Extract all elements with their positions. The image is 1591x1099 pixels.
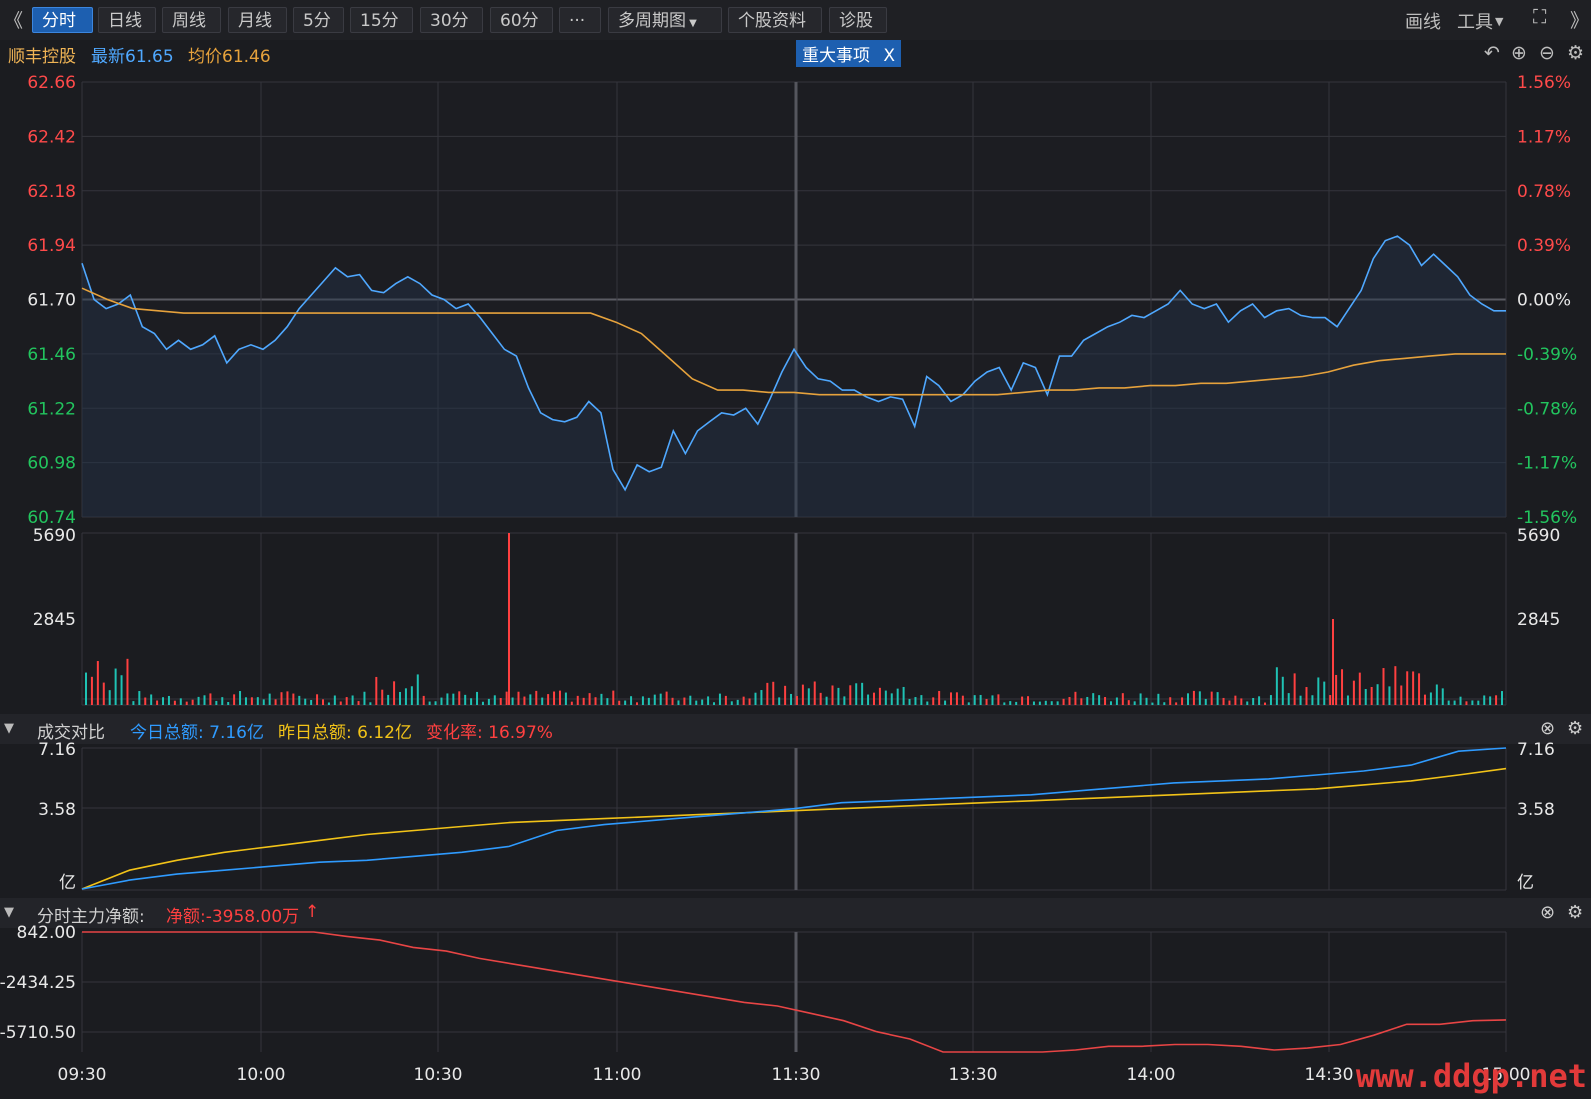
net-tick-left: -2434.25 — [0, 973, 76, 993]
tab-5[interactable]: 15分 — [350, 7, 413, 33]
tab-0[interactable]: 分时 — [32, 7, 93, 33]
time-axis-label: 11:30 — [772, 1065, 821, 1085]
tab-1[interactable]: 日线 — [98, 7, 156, 33]
tab-7[interactable]: 60分 — [490, 7, 553, 33]
compare-settings-icon[interactable]: ⚙ — [1567, 718, 1584, 739]
compare-tick-right: 7.16 — [1517, 740, 1555, 760]
compare-tick-left: 3.58 — [38, 800, 76, 820]
fullscreen-icon[interactable]: ⛶ — [1533, 6, 1547, 28]
price-tick-left: 61.46 — [27, 345, 76, 365]
time-axis-label: 14:00 — [1127, 1065, 1176, 1085]
compare-tick-right: 亿 — [1517, 873, 1534, 893]
time-axis-label: 11:00 — [593, 1065, 642, 1085]
tab-11[interactable]: 诊股 — [829, 7, 887, 33]
compare-title: 成交对比 — [37, 723, 105, 743]
net-settings-icon[interactable]: ⚙ — [1567, 902, 1584, 923]
price-tick-right: -0.39% — [1517, 345, 1577, 365]
time-axis-label: 10:00 — [237, 1065, 286, 1085]
event-tag-label: 重大事项 — [802, 46, 870, 66]
toolbar: 《 分时 日线 周线 月线 5分 15分 30分 60分 ··· 多周期图 ▼ 个股资料 诊股 画线 … — [0, 0, 1591, 41]
zoom-in-icon[interactable]: ⊕ — [1511, 42, 1527, 64]
price-tick-right: -1.17% — [1517, 454, 1577, 474]
compare-tick-left: 亿 — [59, 873, 76, 893]
watermark: www.ddgp.net — [1355, 1057, 1587, 1095]
compare-panel-header: ▼ 成交对比 今日总额: 7.16亿 昨日总额: 6.12亿 变化率: 16.9… — [0, 714, 1591, 744]
change-rate: 变化率: 16.97% — [426, 723, 553, 743]
tab-4[interactable]: 5分 — [293, 7, 344, 33]
volume-tick-right: 2845 — [1517, 610, 1560, 630]
price-tick-right: 1.17% — [1517, 127, 1571, 147]
price-tick-left: 60.98 — [27, 454, 76, 474]
net-collapse-icon[interactable]: ▼ — [4, 905, 14, 920]
yesterday-total-line — [81, 767, 1507, 890]
today-total: 今日总额: 7.16亿 — [130, 723, 264, 743]
today-total-line — [81, 747, 1507, 890]
price-tick-right: -0.78% — [1517, 399, 1577, 419]
net-amount-line — [82, 931, 1507, 1053]
time-axis-label: 13:30 — [949, 1065, 998, 1085]
tab-3[interactable]: 月线 — [228, 7, 287, 33]
price-tick-left: 62.66 — [27, 73, 76, 93]
yesterday-total: 昨日总额: 6.12亿 — [278, 723, 412, 743]
price-tick-left: 62.42 — [27, 127, 76, 147]
tab-10[interactable]: 个股资料 — [728, 7, 822, 33]
tab-8[interactable]: ··· — [559, 7, 601, 33]
price-tick-left: 61.22 — [27, 399, 76, 419]
net-close-icon[interactable]: ⊗ — [1540, 902, 1556, 923]
collapse-right-icon[interactable]: 》 — [1570, 10, 1590, 32]
price-area-fill — [82, 236, 1506, 517]
event-close-icon[interactable]: X — [883, 46, 896, 66]
net-panel-header: ▼ 分时主力净额: 净额:-3958.00万 ↑ ⊗ ⚙ — [0, 898, 1591, 928]
collapse-left-icon[interactable]: 《 — [4, 10, 24, 32]
compare-collapse-icon[interactable]: ▼ — [4, 721, 14, 736]
volume-tick-right: 5690 — [1517, 526, 1560, 546]
price-tick-right: -1.56% — [1517, 508, 1577, 528]
zoom-out-icon[interactable]: ⊖ — [1539, 42, 1555, 64]
time-axis-label: 15:00 — [1482, 1065, 1531, 1085]
net-tick-left: 842.00 — [17, 923, 76, 943]
price-tick-right: 0.78% — [1517, 182, 1571, 202]
compare-close-icon[interactable]: ⊗ — [1540, 718, 1556, 739]
price-tick-left: 61.70 — [27, 291, 76, 311]
average-price: 均价61.46 — [188, 47, 271, 67]
net-value: 净额:-3958.00万 — [166, 907, 300, 927]
net-arrow-icon: ↑ — [305, 902, 320, 922]
price-tick-right: 1.56% — [1517, 73, 1571, 93]
price-tick-left: 62.18 — [27, 182, 76, 202]
latest-price: 最新61.65 — [91, 47, 174, 67]
tab-6[interactable]: 30分 — [420, 7, 483, 33]
compare-tick-left: 7.16 — [38, 740, 76, 760]
settings-icon[interactable]: ⚙ — [1567, 42, 1585, 64]
average-series-line — [81, 287, 1506, 396]
stock-name: 顺丰控股 — [8, 47, 76, 67]
net-tick-left: -5710.50 — [0, 1023, 76, 1043]
net-title: 分时主力净额: — [37, 907, 145, 927]
tab-9[interactable]: 多周期图 ▼ — [608, 7, 722, 33]
time-axis-label: 10:30 — [414, 1065, 463, 1085]
volume-tick-left: 5690 — [33, 526, 76, 546]
event-tag[interactable]: 重大事项 X — [796, 40, 902, 67]
time-axis-label: 14:30 — [1305, 1065, 1354, 1085]
undo-icon[interactable]: ↶ — [1484, 42, 1500, 64]
price-tick-right: 0.39% — [1517, 236, 1571, 256]
multi-period-dropdown-icon[interactable]: ▼ — [686, 18, 697, 29]
price-tick-left: 60.74 — [27, 508, 76, 528]
draw-line-button[interactable]: 画线 — [1405, 12, 1441, 33]
tools-dropdown-icon[interactable]: ▼ — [1495, 15, 1504, 28]
price-tick-right: 0.00% — [1517, 291, 1571, 311]
price-tick-left: 61.94 — [27, 236, 76, 256]
tab-2[interactable]: 周线 — [162, 7, 221, 33]
price-series-line — [81, 235, 1506, 492]
volume-tick-left: 2845 — [33, 610, 76, 630]
quote-info-bar: 顺丰控股 最新61.65 均价61.46 重大事项 X ↶ ⊕ ⊖ ⚙ — [0, 40, 1591, 68]
time-axis-label: 09:30 — [58, 1065, 107, 1085]
compare-tick-right: 3.58 — [1517, 800, 1555, 820]
tools-button[interactable]: 工具 — [1457, 12, 1493, 33]
